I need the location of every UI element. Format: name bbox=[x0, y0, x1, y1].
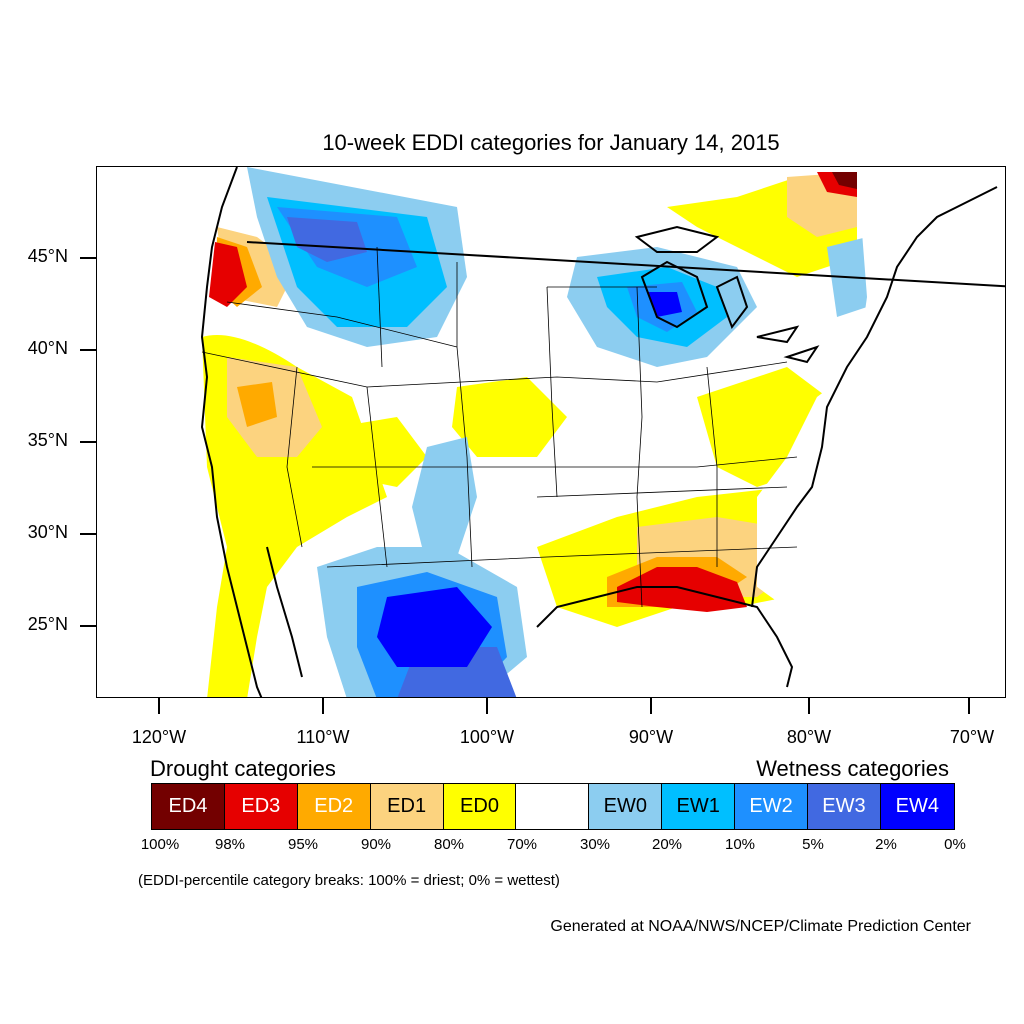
map-title: 10-week EDDI categories for January 14, … bbox=[322, 130, 780, 155]
lat-tick-40 bbox=[80, 349, 96, 351]
lon-label-70: 70°W bbox=[949, 727, 995, 747]
legend-cat-ed0: ED0 bbox=[443, 784, 517, 829]
legend-cat-ew1: EW1 bbox=[662, 784, 736, 829]
lon-tick-110 bbox=[322, 698, 324, 714]
break-label-20: 20% bbox=[651, 836, 683, 853]
legend-cat-ew0: EW0 bbox=[589, 784, 663, 829]
coastlines bbox=[200, 167, 1005, 697]
lat-tick-30 bbox=[80, 533, 96, 535]
legend-cat-ed2: ED2 bbox=[297, 784, 371, 829]
legend-cat-ew3: EW3 bbox=[808, 784, 881, 829]
lon-label-120: 120°W bbox=[131, 727, 187, 747]
lon-tick-120 bbox=[158, 698, 160, 714]
break-label-10: 10% bbox=[724, 836, 756, 853]
break-label-2: 2% bbox=[875, 836, 897, 853]
break-label-0: 0% bbox=[944, 836, 966, 853]
lat-tick-25 bbox=[80, 625, 96, 627]
eddi-field bbox=[202, 167, 867, 697]
map-canvas bbox=[200, 167, 1005, 697]
lon-tick-100 bbox=[486, 698, 488, 714]
break-label-30: 30% bbox=[579, 836, 611, 853]
lon-label-90: 90°W bbox=[628, 727, 674, 747]
lon-tick-90 bbox=[650, 698, 652, 714]
state-borders bbox=[201, 246, 798, 608]
ed4-region-northeast bbox=[832, 172, 857, 189]
legend-cat-neutral bbox=[516, 784, 590, 829]
break-label-90: 90% bbox=[360, 836, 392, 853]
legend-cat-ed1: ED1 bbox=[370, 784, 444, 829]
lon-label-100: 100°W bbox=[459, 727, 515, 747]
legend-cat-ed3: ED3 bbox=[224, 784, 298, 829]
lon-label-80: 80°W bbox=[786, 727, 832, 747]
ed0-region-east bbox=[697, 367, 827, 487]
break-label-80: 80% bbox=[433, 836, 465, 853]
ed0-region-central bbox=[452, 377, 567, 457]
ed0-region-plains bbox=[337, 417, 427, 487]
lon-label-110: 110°W bbox=[296, 727, 350, 747]
ed2-region-west bbox=[237, 382, 277, 427]
lon-tick-80 bbox=[808, 698, 810, 714]
ew0-region-plains bbox=[412, 437, 477, 567]
legend-colorbar: ED4 ED3 ED2 ED1 ED0 EW0 EW1 EW2 EW3 EW4 bbox=[151, 783, 955, 830]
wetness-categories-heading: Wetness categories bbox=[756, 756, 949, 781]
lon-tick-70 bbox=[968, 698, 970, 714]
lat-label-35: 35°N bbox=[27, 430, 68, 450]
break-label-100: 100% bbox=[140, 836, 180, 853]
ed3-region-gulf bbox=[617, 567, 747, 612]
legend-cat-ew2: EW2 bbox=[735, 784, 809, 829]
lat-label-25: 25°N bbox=[27, 614, 68, 634]
ew4-region-texas bbox=[377, 587, 492, 667]
lat-label-30: 30°N bbox=[27, 522, 68, 542]
lat-label-45: 45°N bbox=[27, 246, 68, 266]
legend-cat-ew4: EW4 bbox=[880, 784, 954, 829]
drought-categories-heading: Drought categories bbox=[150, 756, 336, 781]
ed3-region-pacific-nw bbox=[209, 242, 247, 307]
break-label-98: 98% bbox=[214, 836, 246, 853]
break-label-70: 70% bbox=[506, 836, 538, 853]
legend-cat-ed4: ED4 bbox=[152, 784, 225, 829]
break-label-95: 95% bbox=[287, 836, 319, 853]
lat-tick-45 bbox=[80, 257, 96, 259]
lat-label-40: 40°N bbox=[27, 338, 68, 358]
eddi-map bbox=[96, 166, 1006, 698]
ew4-region-greatlakes bbox=[647, 292, 682, 317]
category-break-note: (EDDI-percentile category breaks: 100% =… bbox=[138, 872, 560, 889]
break-label-5: 5% bbox=[802, 836, 824, 853]
credit-line: Generated at NOAA/NWS/NCEP/Climate Predi… bbox=[550, 918, 971, 935]
lat-tick-35 bbox=[80, 441, 96, 443]
ew3-region-northwest bbox=[287, 217, 367, 262]
